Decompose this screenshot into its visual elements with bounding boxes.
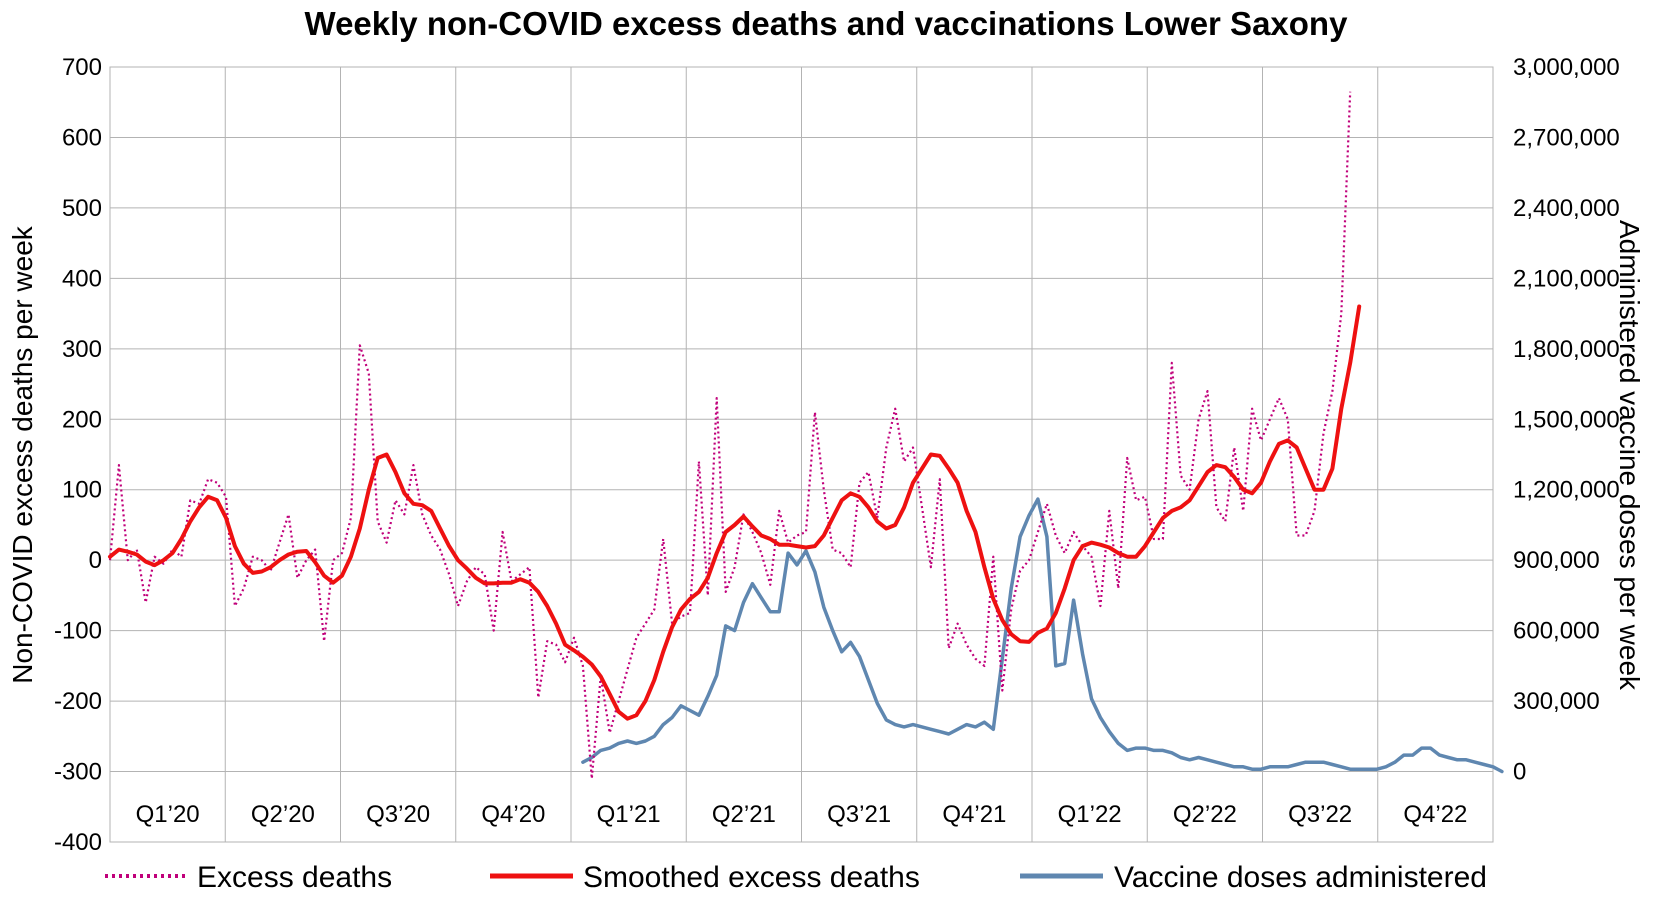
series-layer	[108, 91, 1504, 780]
left-axis-title: Non-COVID excess deaths per week	[7, 225, 38, 684]
right-tick-label: 0	[1513, 759, 1526, 786]
legend-label-smoothed-excess-deaths: Smoothed excess deaths	[583, 861, 920, 894]
right-tick-label: 300,000	[1513, 688, 1600, 715]
left-tick-label: 600	[62, 124, 102, 151]
left-tick-label: 100	[62, 477, 102, 504]
right-tick-label: 3,000,000	[1513, 54, 1620, 81]
right-tick-label: 1,500,000	[1513, 406, 1620, 433]
left-tick-label: -400	[54, 829, 102, 856]
series-line-excess-deaths	[108, 91, 1352, 780]
quarter-label: Q4’20	[481, 801, 545, 828]
right-tick-label: 2,700,000	[1513, 124, 1620, 151]
legend-label-excess-deaths: Excess deaths	[197, 861, 392, 894]
left-tick-label: 700	[62, 54, 102, 81]
right-tick-label: 2,100,000	[1513, 265, 1620, 292]
quarter-label: Q3’21	[827, 801, 891, 828]
left-tick-label: 400	[62, 265, 102, 292]
right-axis-ticks: 3,000,000 2,700,000 2,400,000 2,100,000 1,80…	[1513, 54, 1620, 786]
series-line-vaccine-doses-administered	[581, 497, 1504, 774]
quarter-label: Q1’21	[597, 801, 661, 828]
right-axis-title: Administered vaccine doses per week	[1614, 220, 1645, 691]
chart-title: Weekly non-COVID excess deaths and vacci…	[305, 5, 1349, 42]
quarter-label: Q3’22	[1288, 801, 1352, 828]
left-tick-label: 0	[89, 547, 102, 574]
quarter-label: Q2’21	[712, 801, 776, 828]
right-tick-label: 900,000	[1513, 547, 1600, 574]
left-tick-label: 200	[62, 406, 102, 433]
legend: Excess deaths Smoothed excess deaths Vac…	[105, 861, 1487, 894]
right-tick-label: 1,200,000	[1513, 477, 1620, 504]
left-tick-label: -300	[54, 759, 102, 786]
right-tick-label: 1,800,000	[1513, 336, 1620, 363]
quarter-label: Q2’20	[251, 801, 315, 828]
left-tick-label: 500	[62, 195, 102, 222]
legend-label-vaccine-doses: Vaccine doses administered	[1114, 861, 1487, 894]
left-tick-label: -200	[54, 688, 102, 715]
quarter-label: Q4’21	[942, 801, 1006, 828]
quarter-label: Q1’20	[136, 801, 200, 828]
plot-area-border	[109, 66, 1494, 843]
quarter-label: Q4’22	[1403, 801, 1467, 828]
quarter-label: Q3’20	[366, 801, 430, 828]
right-tick-label: 2,400,000	[1513, 195, 1620, 222]
left-axis-ticks: 700 600 500 400 300 200 100 0 -100 -200 -300 -400	[54, 54, 102, 856]
left-tick-label: -100	[54, 618, 102, 645]
quarter-label: Q1’22	[1058, 801, 1122, 828]
series-line-smoothed-excess-deaths	[108, 304, 1362, 721]
right-tick-label: 600,000	[1513, 618, 1600, 645]
quarter-label: Q2’22	[1173, 801, 1237, 828]
left-tick-label: 300	[62, 336, 102, 363]
gridlines	[110, 66, 1493, 843]
x-axis-quarter-labels: Q1’20 Q2’20 Q3’20 Q4’20 Q1’21 Q2’21 Q3’21 Q4’21…	[136, 801, 1468, 828]
